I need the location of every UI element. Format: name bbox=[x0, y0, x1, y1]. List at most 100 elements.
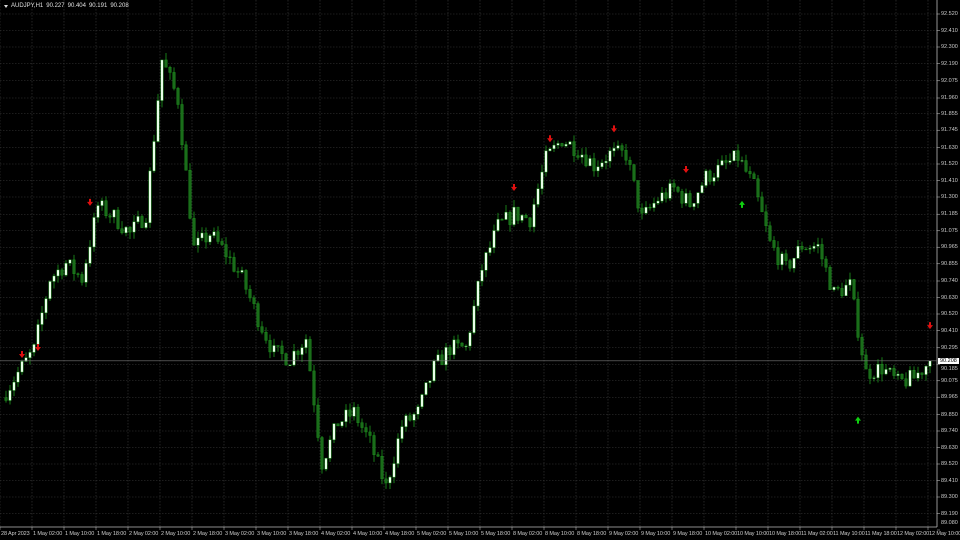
price-label: 89.300 bbox=[941, 494, 958, 500]
bear-candle bbox=[784, 253, 788, 261]
time-label: 8 May 10:00 bbox=[545, 531, 575, 537]
bear-candle bbox=[236, 271, 240, 273]
bull-candle bbox=[896, 373, 900, 376]
bull-candle bbox=[480, 270, 484, 282]
price-label: 91.745 bbox=[941, 127, 958, 134]
bear-candle bbox=[688, 193, 692, 207]
time-label: 1 May 18:00 bbox=[97, 531, 127, 537]
time-label: 11 May 18:00 bbox=[865, 531, 897, 537]
time-label: 5 May 10:00 bbox=[449, 531, 479, 537]
price-label: 90.295 bbox=[941, 344, 958, 351]
bull-candle bbox=[148, 170, 152, 223]
bull-candle bbox=[324, 458, 328, 470]
price-label: 92.300 bbox=[941, 44, 958, 50]
bear-candle bbox=[60, 269, 64, 276]
bear-candle bbox=[252, 297, 256, 304]
bear-candle bbox=[904, 378, 908, 387]
time-label: 2 May 02:00 bbox=[129, 531, 159, 537]
bull-candle bbox=[40, 312, 44, 325]
bull-candle bbox=[156, 100, 160, 142]
bear-candle bbox=[628, 159, 632, 165]
bear-candle bbox=[912, 370, 916, 379]
bull-candle bbox=[728, 160, 732, 163]
bear-candle bbox=[244, 270, 248, 290]
time-label: 12 May 10:00 bbox=[929, 531, 960, 537]
time-label: 8 May 18:00 bbox=[577, 531, 607, 537]
bull-candle bbox=[644, 207, 648, 214]
bull-candle bbox=[684, 193, 688, 204]
bull-candle bbox=[608, 150, 612, 162]
bear-candle bbox=[228, 256, 232, 258]
bull-candle bbox=[468, 332, 472, 347]
price-label: 92.410 bbox=[941, 27, 958, 34]
sell-arrow-icon bbox=[927, 322, 933, 330]
bull-candle bbox=[656, 200, 660, 204]
high-value: 90.404 bbox=[67, 3, 86, 9]
bear-candle bbox=[800, 246, 804, 250]
price-label: 91.300 bbox=[941, 194, 958, 200]
bear-candle bbox=[176, 88, 180, 105]
bull-candle bbox=[668, 183, 672, 199]
bear-candle bbox=[380, 456, 384, 480]
time-label: 11 May 10:00 bbox=[833, 531, 865, 537]
bear-candle bbox=[448, 347, 452, 355]
bull-candle bbox=[272, 345, 276, 353]
bear-candle bbox=[216, 231, 220, 242]
bull-candle bbox=[344, 409, 348, 422]
bull-candle bbox=[388, 476, 392, 484]
bull-candle bbox=[300, 347, 304, 355]
bear-candle bbox=[164, 59, 168, 68]
bear-candle bbox=[224, 244, 228, 258]
bull-candle bbox=[404, 415, 408, 427]
collapse-triangle-icon[interactable] bbox=[4, 4, 8, 8]
bear-candle bbox=[708, 170, 712, 182]
bear-candle bbox=[636, 180, 640, 209]
bear-candle bbox=[128, 226, 132, 233]
bull-candle bbox=[780, 253, 784, 265]
bull-candle bbox=[488, 247, 492, 253]
bull-candle bbox=[352, 406, 356, 417]
price-label: 89.965 bbox=[941, 394, 958, 401]
bear-candle bbox=[308, 339, 312, 372]
bull-candle bbox=[844, 284, 848, 296]
bull-candle bbox=[540, 171, 544, 189]
bull-candle bbox=[68, 259, 72, 264]
chart-title: AUDJPY,H1 90.227 90.404 90.191 90.208 bbox=[4, 3, 129, 9]
bull-candle bbox=[32, 344, 36, 353]
bear-candle bbox=[296, 350, 300, 355]
bear-candle bbox=[868, 368, 872, 379]
bull-candle bbox=[544, 150, 548, 173]
bear-candle bbox=[592, 158, 596, 172]
price-label: 89.410 bbox=[941, 477, 958, 484]
current-price-label: 90.208 bbox=[938, 357, 959, 364]
symbol-label: AUDJPY,H1 bbox=[11, 3, 44, 9]
bull-candle bbox=[88, 246, 92, 264]
bull-candle bbox=[152, 141, 156, 172]
price-label: 90.740 bbox=[941, 278, 958, 284]
sell-arrow-icon bbox=[547, 135, 553, 143]
sell-arrow-icon bbox=[511, 184, 517, 191]
bear-candle bbox=[756, 178, 760, 198]
time-label: 4 May 02:00 bbox=[321, 531, 351, 537]
sell-arrow-icon bbox=[87, 198, 93, 206]
bear-candle bbox=[788, 260, 792, 269]
bear-candle bbox=[648, 207, 652, 209]
bear-candle bbox=[500, 219, 504, 221]
bull-candle bbox=[452, 339, 456, 355]
bull-candle bbox=[12, 381, 16, 391]
bear-candle bbox=[852, 279, 856, 300]
bull-candle bbox=[796, 246, 800, 259]
bull-candle bbox=[732, 150, 736, 161]
bear-candle bbox=[864, 354, 868, 370]
bull-candle bbox=[112, 209, 116, 218]
bull-candle bbox=[612, 148, 616, 152]
price-label: 91.630 bbox=[941, 144, 958, 151]
bull-candle bbox=[908, 370, 912, 387]
price-label: 90.520 bbox=[941, 311, 958, 317]
bull-candle bbox=[432, 360, 436, 382]
time-label: 9 May 02:00 bbox=[609, 531, 639, 537]
price-label: 91.075 bbox=[941, 227, 958, 234]
bull-candle bbox=[604, 161, 608, 164]
bear-candle bbox=[664, 192, 668, 199]
